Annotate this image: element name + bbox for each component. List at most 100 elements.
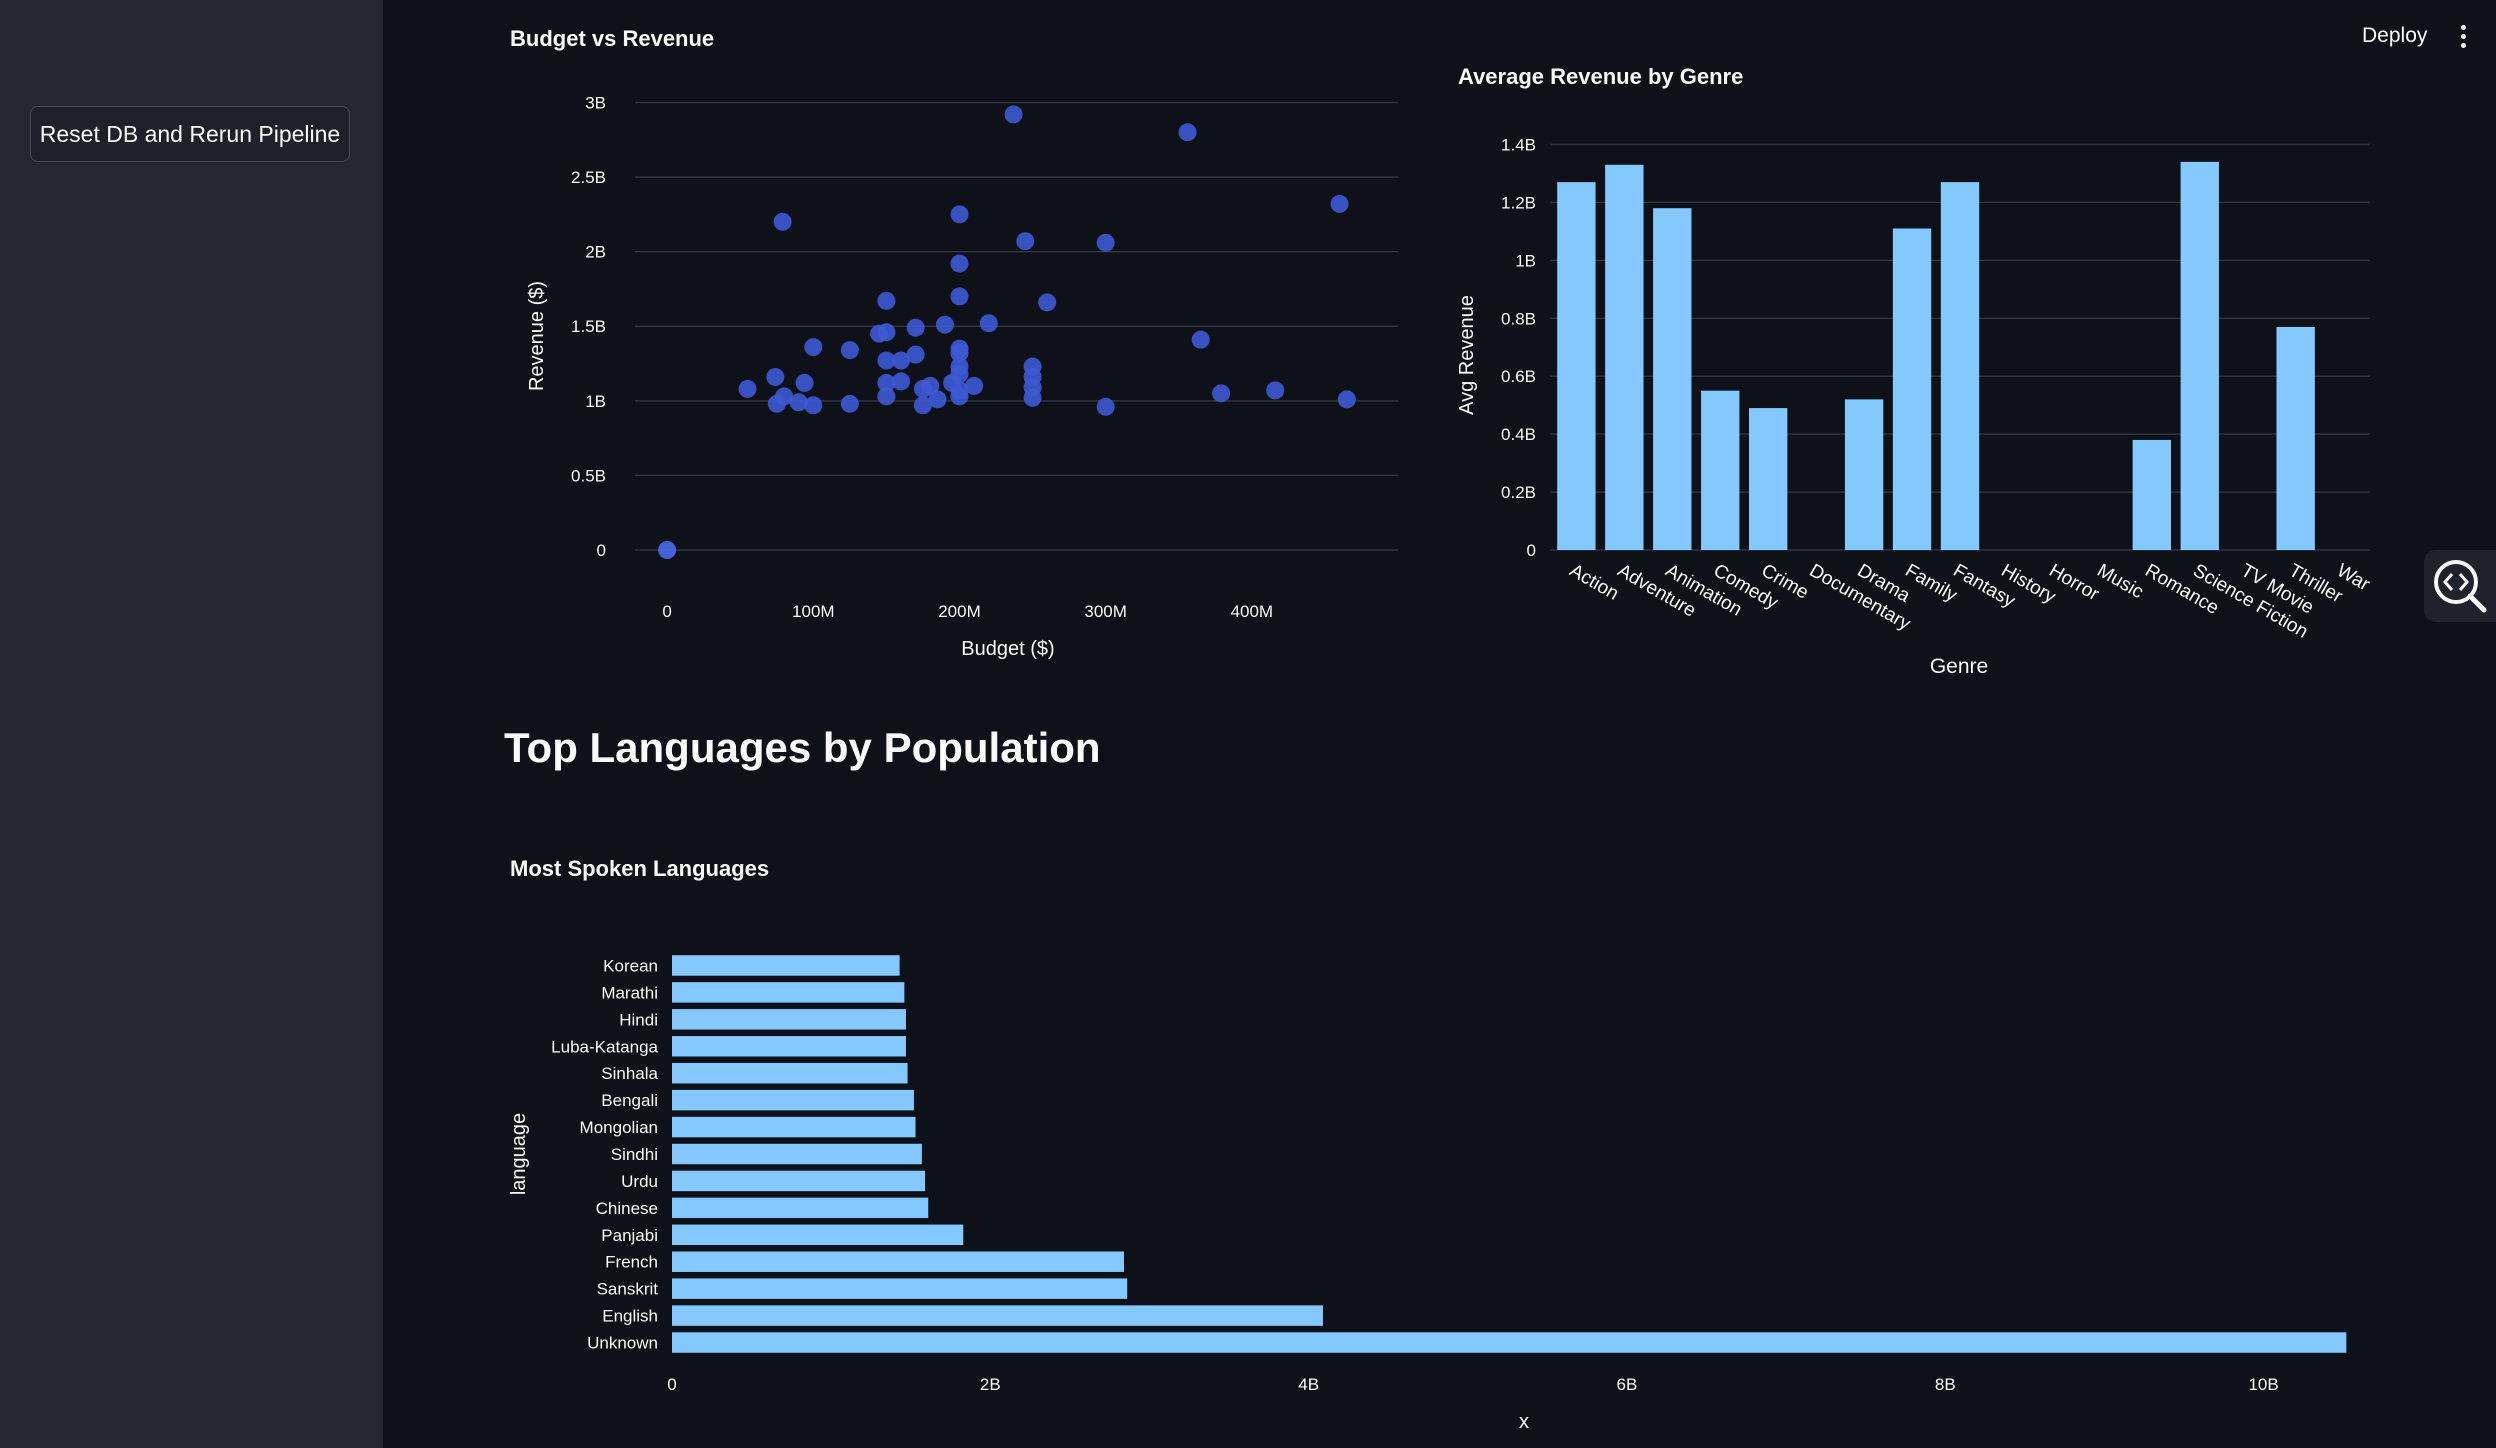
y-tick-label: 2.5B	[571, 168, 606, 187]
y-tick-label: 1B	[585, 392, 606, 411]
bar	[1940, 182, 1980, 550]
y-tick-label: Urdu	[621, 1172, 658, 1191]
bar	[672, 1224, 964, 1246]
y-tick-label: 0	[1527, 541, 1536, 560]
scatter-point	[950, 254, 969, 273]
scatter-point	[950, 344, 969, 363]
y-tick-label: 1B	[1515, 251, 1536, 270]
scatter-point	[877, 387, 896, 406]
bar	[1844, 399, 1884, 550]
y-tick-label: Unknown	[587, 1334, 658, 1353]
bar	[672, 1143, 922, 1165]
x-tick-label: 8B	[1935, 1375, 1956, 1394]
scatter-point	[840, 341, 859, 360]
scatter-point	[950, 287, 969, 306]
x-tick-label: 200M	[938, 602, 981, 621]
y-tick-label: 2B	[585, 243, 606, 262]
x-tick-label: 400M	[1231, 602, 1274, 621]
y-tick-label: English	[602, 1307, 658, 1326]
x-tick-label: 0	[662, 602, 671, 621]
x-tick-label: 300M	[1084, 602, 1127, 621]
y-axis-label: Avg Revenue	[1456, 295, 1478, 415]
y-tick-label: Panjabi	[601, 1226, 658, 1245]
scatter-point	[1212, 384, 1231, 403]
bar	[672, 1116, 916, 1138]
vertical-ellipsis-icon[interactable]	[2450, 18, 2476, 54]
y-tick-label: Hindi	[619, 1010, 658, 1029]
scatter-point	[950, 205, 969, 224]
y-tick-label: Mongolian	[580, 1118, 658, 1137]
scatter-point	[658, 541, 677, 559]
scatter-point	[840, 394, 859, 413]
scatter-point	[877, 323, 896, 342]
scatter-point	[804, 338, 823, 357]
y-tick-label: 0.5B	[571, 466, 606, 485]
scatter-point	[1004, 105, 1023, 124]
y-tick-label: 0.6B	[1501, 367, 1536, 386]
bar	[672, 1278, 1128, 1299]
bar	[672, 1305, 1323, 1326]
scatter-point	[1266, 381, 1285, 400]
y-tick-label: 1.5B	[571, 317, 606, 336]
bar	[672, 1332, 2347, 1353]
scatter-point	[877, 373, 896, 392]
x-tick-label: 10B	[2248, 1375, 2278, 1394]
scatter-point	[928, 390, 947, 409]
y-tick-label: 0.8B	[1501, 309, 1536, 328]
reset-db-button[interactable]: Reset DB and Rerun Pipeline	[30, 106, 350, 162]
scatter-point	[1330, 194, 1349, 213]
scatter-point	[950, 364, 969, 383]
bar	[672, 982, 905, 1003]
avg-revenue-genre-chart: 00.2B0.4B0.6B0.8B1B1.2B1.4BActionAdventu…	[1456, 135, 2374, 678]
scatter-point	[965, 376, 984, 395]
scatter-point	[795, 373, 814, 392]
scatter-point	[892, 372, 911, 391]
scatter-point	[1038, 293, 1057, 312]
y-tick-label: Korean	[603, 956, 658, 975]
genre-chart-title: Average Revenue by Genre	[1458, 64, 1744, 89]
x-axis-label: x	[1519, 1411, 1529, 1433]
scatter-point	[935, 315, 954, 334]
scatter-point	[1016, 232, 1035, 251]
scatter-chart-title: Budget vs Revenue	[510, 26, 715, 51]
y-tick-label: Sindhi	[611, 1145, 658, 1164]
y-tick-label: 0.2B	[1501, 483, 1536, 502]
scatter-point	[950, 387, 969, 406]
bar	[1557, 182, 1596, 550]
bar	[672, 955, 900, 976]
x-tick-label: 0	[667, 1375, 676, 1394]
bar	[1749, 408, 1788, 550]
x-tick-label: 6B	[1617, 1375, 1638, 1394]
y-axis-label: Revenue ($)	[526, 281, 548, 391]
bar	[672, 1170, 926, 1192]
scatter-point	[804, 396, 823, 415]
bar	[1701, 390, 1740, 550]
x-tick-label: 4B	[1298, 1375, 1319, 1394]
y-tick-label: 0.4B	[1501, 425, 1536, 444]
y-tick-label: Luba-Katanga	[551, 1037, 658, 1056]
y-tick-label: 1.4B	[1501, 135, 1536, 154]
scatter-point	[738, 379, 757, 398]
x-tick-label: 2B	[980, 1375, 1001, 1394]
y-tick-label: Bengali	[601, 1091, 658, 1110]
bar	[672, 1009, 906, 1030]
scatter-point	[892, 351, 911, 370]
scatter-point	[877, 291, 896, 310]
scatter-point	[789, 393, 808, 412]
scatter-point	[913, 396, 932, 415]
scatter-point	[877, 351, 896, 370]
bar	[2276, 326, 2315, 550]
section-heading: Top Languages by Population	[504, 724, 1101, 771]
code-magnifier-icon[interactable]	[2424, 550, 2496, 622]
scatter-point	[906, 345, 925, 364]
bar	[1605, 164, 1644, 551]
scatter-point	[1337, 390, 1356, 409]
deploy-button[interactable]: Deploy	[2352, 18, 2437, 54]
bar	[2132, 439, 2171, 550]
languages-chart-title: Most Spoken Languages	[510, 856, 770, 881]
scatter-point	[906, 318, 925, 337]
y-tick-label: Sinhala	[601, 1064, 658, 1083]
scatter-point	[979, 314, 998, 333]
scatter-point	[1023, 388, 1042, 407]
